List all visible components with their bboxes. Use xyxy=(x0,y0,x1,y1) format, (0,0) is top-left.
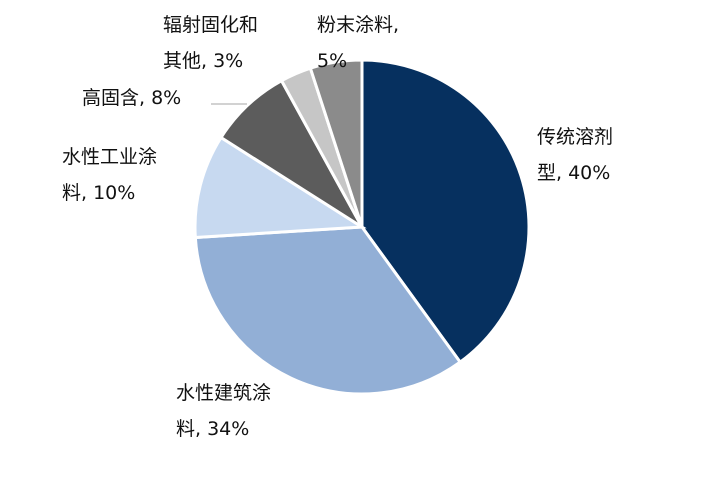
slice-label-line: 粉末涂料, xyxy=(317,14,399,36)
slice-label-line: 5% xyxy=(317,50,347,72)
pie-slice-waterborne-architectural xyxy=(193,225,463,396)
slice-label-line: 水性建筑涂 xyxy=(176,382,271,404)
slice-label-radiation-curing-other: 辐射固化和其他, 3% xyxy=(163,14,258,72)
slice-label-line: 高固含, 8% xyxy=(82,87,181,109)
slice-label-powder: 粉末涂料, 5% xyxy=(317,14,399,72)
pie-slice-powder xyxy=(308,58,364,228)
pie-slice-solvent xyxy=(360,58,531,365)
slice-label-line: 辐射固化和 xyxy=(163,14,258,36)
slices-layer xyxy=(193,58,531,396)
slice-label-line: 料, 34% xyxy=(176,418,249,440)
slice-label-high-solids: 高固含, 8% xyxy=(82,87,181,109)
slice-label-line: 其他, 3% xyxy=(163,50,243,72)
slice-label-solvent: 传统溶剂型, 40% xyxy=(537,126,613,184)
slice-label-line: 型, 40% xyxy=(537,162,610,184)
slice-label-waterborne-architectural: 水性建筑涂料, 34% xyxy=(176,382,271,440)
slice-label-line: 水性工业涂 xyxy=(62,146,157,168)
slice-labels-layer: 传统溶剂型, 40% 水性建筑涂料, 34% 水性工业涂料, 10% 高固含, 8% 辐… xyxy=(62,14,613,440)
slice-label-line: 传统溶剂 xyxy=(537,126,613,148)
slice-label-waterborne-industrial: 水性工业涂料, 10% xyxy=(62,146,157,204)
slice-label-line: 料, 10% xyxy=(62,182,135,204)
pie-slice-waterborne-industrial xyxy=(193,135,367,240)
